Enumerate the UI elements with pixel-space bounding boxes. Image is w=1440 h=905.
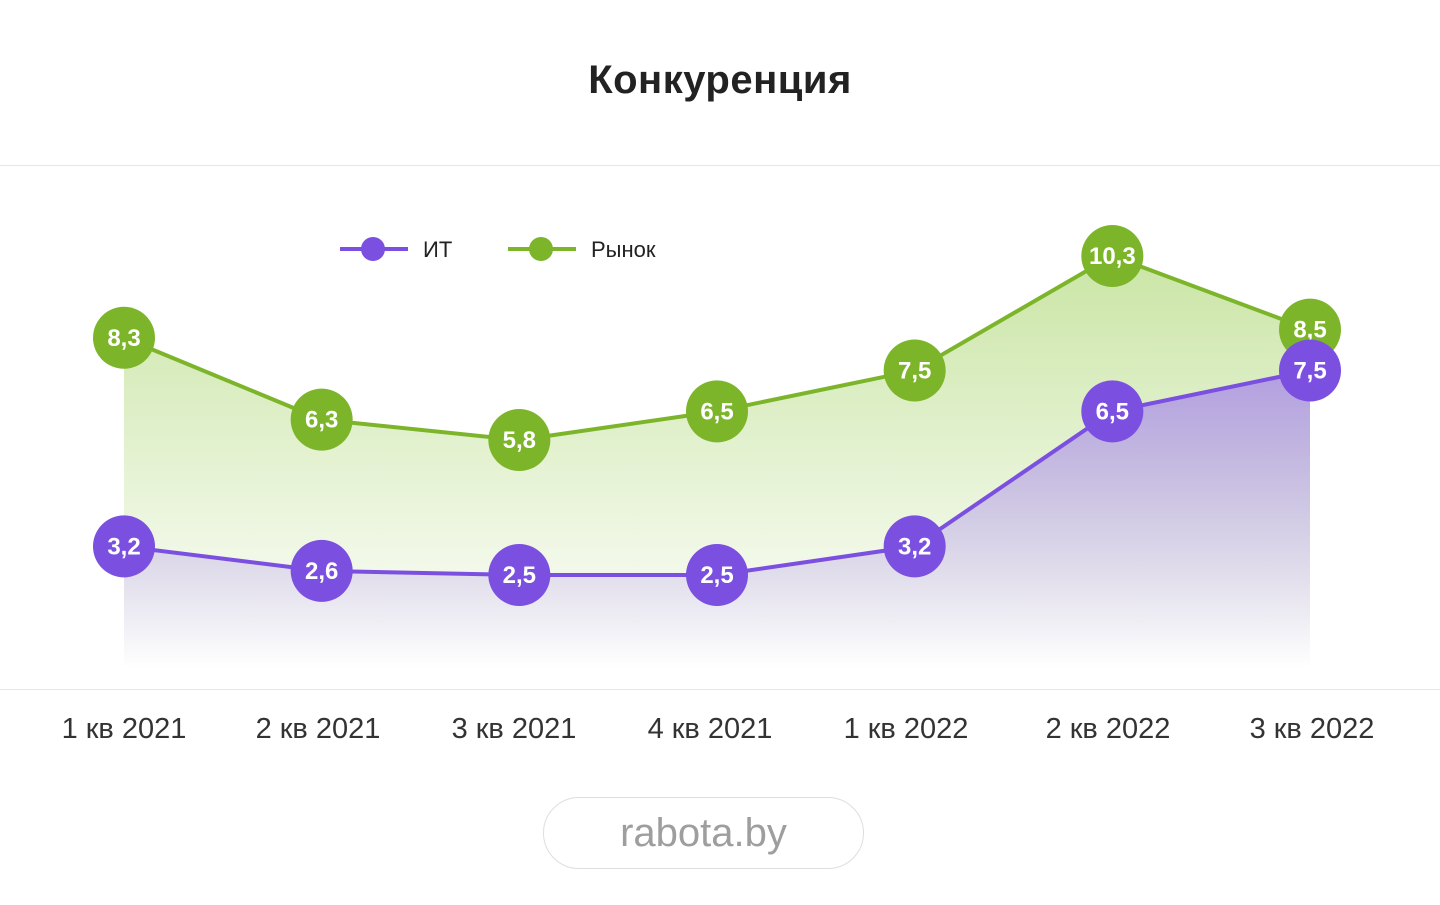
- watermark-badge: rabota.by: [543, 797, 864, 869]
- point-it-6: [1279, 339, 1341, 402]
- point-it-2: [488, 544, 551, 606]
- data-label-it-1: 2,6: [305, 558, 338, 585]
- point-market-2: [488, 409, 551, 472]
- data-label-market-0: 8,3: [107, 325, 140, 352]
- data-label-it-6: 7,5: [1293, 358, 1326, 385]
- point-market-5: [1081, 225, 1144, 287]
- data-label-market-2: 5,8: [503, 427, 536, 454]
- x-tick-label-3: 4 кв 2021: [648, 713, 773, 745]
- data-label-it-2: 2,5: [503, 562, 536, 589]
- x-axis-ticks: 1 кв 2021 2 кв 2021 3 кв 2021 4 кв 2021 1 кв…: [62, 713, 1375, 745]
- point-market-3: [686, 380, 748, 443]
- x-tick-label-4: 1 кв 2022: [844, 713, 969, 745]
- x-tick-label-2: 3 кв 2021: [452, 713, 577, 745]
- data-label-market-6: 8,5: [1293, 317, 1326, 344]
- legend: ИТ Рынок: [340, 237, 656, 262]
- axis-divider: [0, 689, 1440, 690]
- point-market-4: [883, 339, 946, 402]
- data-label-market-3: 6,5: [700, 398, 733, 425]
- x-tick-label-0: 1 кв 2021: [62, 713, 187, 745]
- area-fills: [124, 256, 1310, 668]
- point-market-1: [290, 388, 353, 451]
- chart-title: Конкуренция: [588, 58, 852, 102]
- data-label-market-1: 6,3: [305, 407, 338, 434]
- legend-marker-market: [529, 237, 553, 261]
- data-label-market-5: 10,3: [1089, 243, 1136, 270]
- data-label-it-4: 3,2: [898, 533, 931, 560]
- data-label-it-0: 3,2: [107, 533, 140, 560]
- x-tick-label-5: 2 кв 2022: [1046, 713, 1171, 745]
- point-it-1: [290, 539, 353, 602]
- data-label-it-5: 6,5: [1096, 398, 1129, 425]
- area-it: [124, 370, 1310, 668]
- data-label-market-4: 7,5: [898, 358, 931, 385]
- x-tick-label-1: 2 кв 2021: [256, 713, 381, 745]
- point-it-3: [686, 544, 748, 606]
- point-it-5: [1081, 380, 1144, 443]
- x-tick-label-6: 3 кв 2022: [1250, 713, 1375, 745]
- point-it-0: [93, 515, 155, 578]
- top-divider: [0, 165, 1440, 166]
- legend-label-market: Рынок: [591, 237, 656, 262]
- data-points: 8,3 6,3 5,8 6,5 7,5 10,3 8,5 3,2 2,6 2,5 2,5 3,2 6,5…: [93, 225, 1341, 606]
- legend-marker-it: [361, 237, 385, 261]
- point-market-0: [93, 306, 155, 369]
- data-label-it-3: 2,5: [700, 562, 733, 589]
- legend-label-it: ИТ: [423, 237, 452, 262]
- point-it-4: [883, 515, 946, 578]
